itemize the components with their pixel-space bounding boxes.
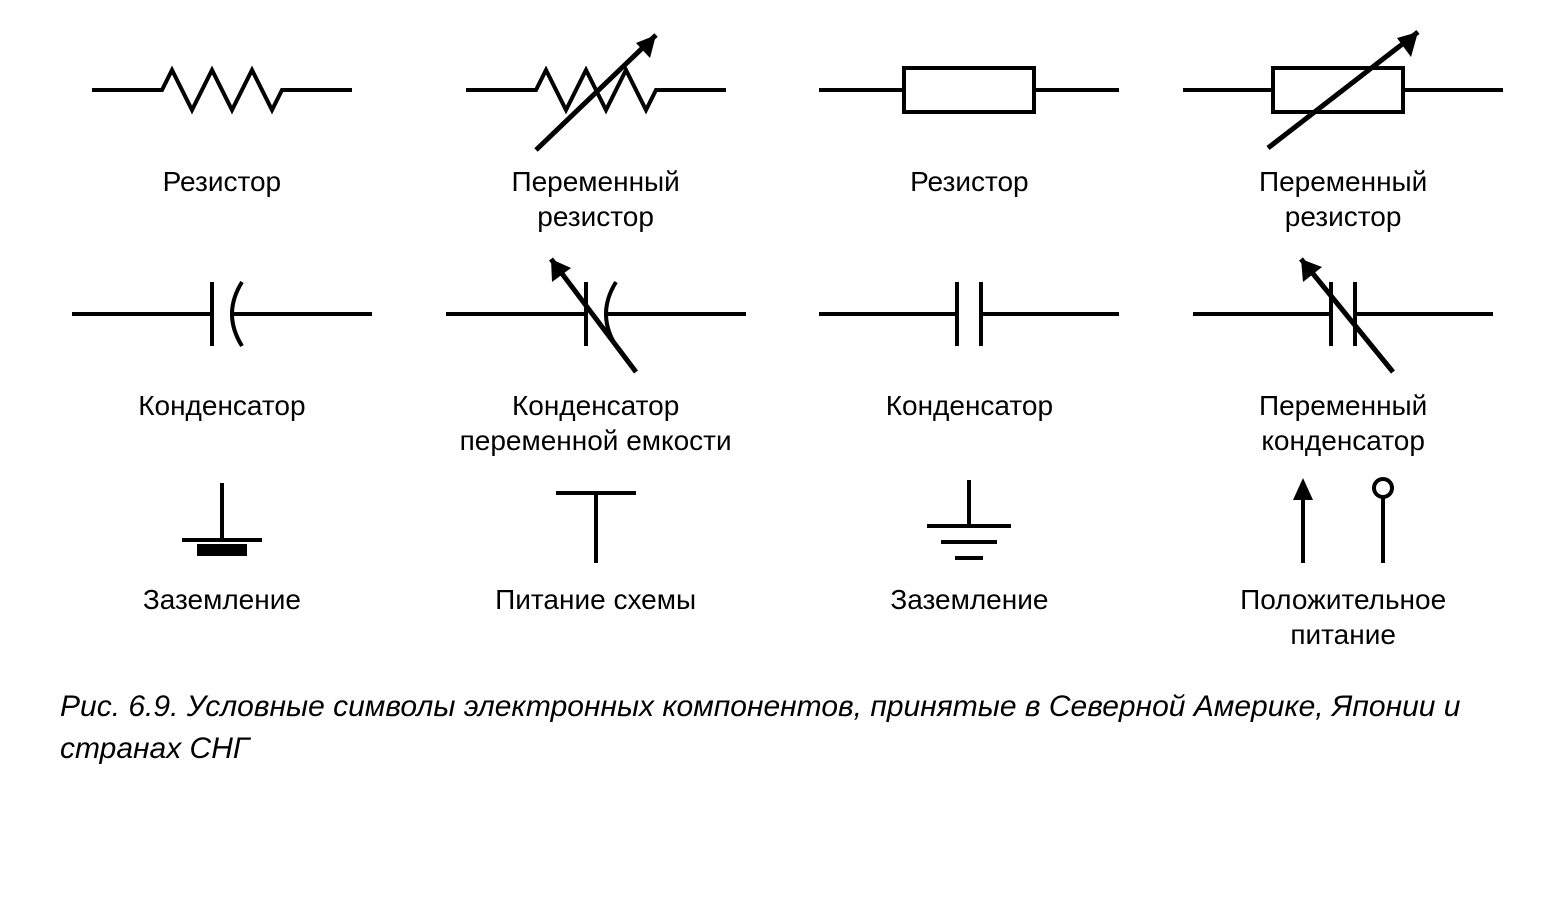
cell-ground-eu: Заземление [788,468,1152,652]
cell-variable-resistor-eu: Переменныйрезистор [1161,20,1525,234]
variable-resistor-us-label: Переменныйрезистор [511,164,679,234]
circuit-power-icon [426,468,766,578]
symbol-grid: Резистор Переменныйрезистор [0,0,1565,662]
capacitor-us-label: Конденсатор [138,388,305,423]
variable-capacitor-us-label: Конденсаторпеременной емкости [460,388,732,458]
cell-capacitor-eu: Конденсатор [788,244,1152,458]
variable-capacitor-us-icon [426,244,766,384]
page: Резистор Переменныйрезистор [0,0,1565,897]
capacitor-eu-icon [799,244,1139,384]
cell-positive-power: Положительноепитание [1161,468,1525,652]
cell-ground-us: Заземление [40,468,404,652]
positive-power-icon [1173,468,1513,578]
ground-us-icon [52,468,392,578]
cell-variable-resistor-us: Переменныйрезистор [414,20,778,234]
cell-capacitor-us: Конденсатор [40,244,404,458]
capacitor-us-icon [52,244,392,384]
ground-eu-icon [799,468,1139,578]
ground-us-label: Заземление [143,582,301,617]
resistor-us-label: Резистор [163,164,282,199]
variable-capacitor-eu-icon [1173,244,1513,384]
variable-capacitor-eu-label: Переменныйконденсатор [1259,388,1427,458]
ground-eu-label: Заземление [890,582,1048,617]
variable-resistor-us-icon [426,20,766,160]
figure-caption: Рис. 6.9. Условные символы электронных к… [0,662,1565,770]
cell-variable-capacitor-us: Конденсаторпеременной емкости [414,244,778,458]
cell-circuit-power: Питание схемы [414,468,778,652]
resistor-us-icon [52,20,392,160]
capacitor-eu-label: Конденсатор [886,388,1053,423]
resistor-eu-label: Резистор [910,164,1029,199]
cell-variable-capacitor-eu: Переменныйконденсатор [1161,244,1525,458]
positive-power-label: Положительноепитание [1240,582,1446,652]
cell-resistor-eu: Резистор [788,20,1152,234]
resistor-eu-icon [799,20,1139,160]
circuit-power-label: Питание схемы [495,582,696,617]
variable-resistor-eu-label: Переменныйрезистор [1259,164,1427,234]
cell-resistor-us: Резистор [40,20,404,234]
variable-resistor-eu-icon [1173,20,1513,160]
